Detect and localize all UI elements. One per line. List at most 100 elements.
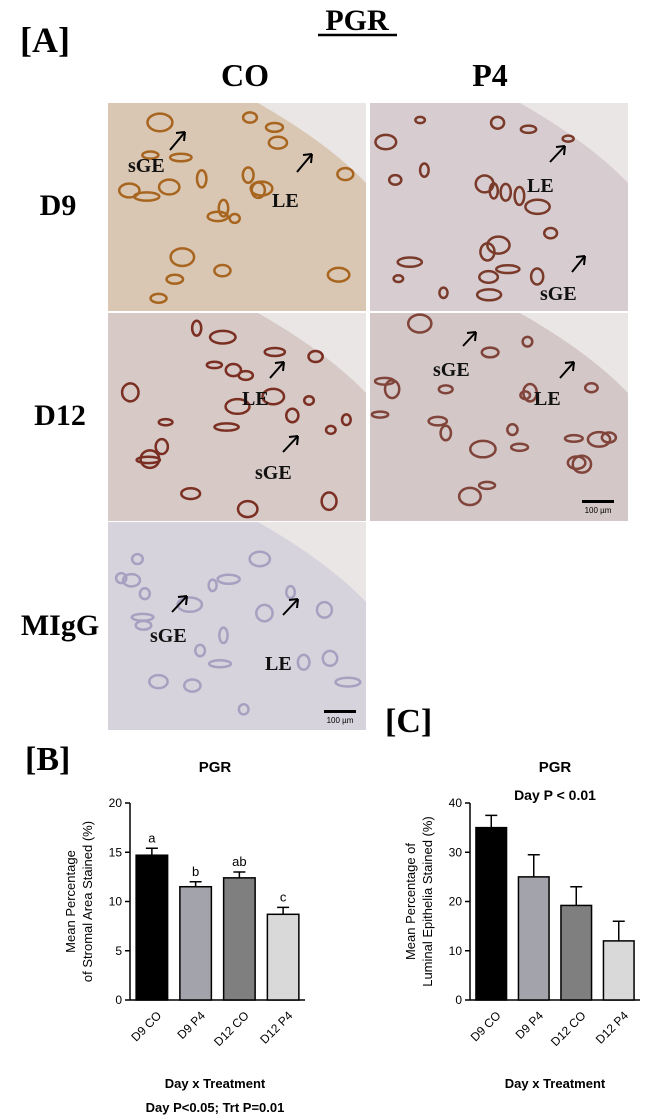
panel-label: [C]: [385, 703, 432, 740]
bar-annotation: c: [280, 889, 287, 904]
gland: [255, 603, 274, 623]
arrow: [462, 331, 477, 347]
gland: [157, 417, 174, 427]
gland: [213, 263, 232, 278]
gland: [267, 135, 289, 150]
bar: [602, 940, 635, 1001]
gland: [217, 198, 230, 218]
footnote: Day P<0.05; Trt P=0.01: [146, 1100, 285, 1115]
gland: [296, 653, 311, 671]
gland: [224, 362, 243, 378]
gland: [457, 486, 482, 507]
lumen: [258, 522, 366, 602]
image-label: sGE: [128, 155, 165, 177]
x-tick-label: D12 CO: [548, 1008, 589, 1049]
arrow-head: [288, 598, 299, 609]
column-label: CO: [221, 57, 269, 93]
x-tick-label: D12 P4: [257, 1008, 295, 1046]
image-label: LE: [242, 388, 269, 410]
gland: [370, 410, 390, 419]
arrow: [269, 361, 285, 379]
gland: [195, 169, 208, 189]
gland: [241, 111, 259, 124]
gland: [336, 166, 355, 182]
bar-annotation: ab: [232, 854, 246, 869]
gland: [302, 394, 316, 406]
scale-bar: [324, 710, 356, 713]
gland: [241, 166, 255, 185]
arrow-head: [288, 435, 299, 446]
chart-title: PGR: [539, 759, 572, 776]
y-tick-label: 5: [115, 944, 122, 958]
arrow: [171, 595, 188, 613]
gland: [285, 584, 297, 600]
gland: [213, 422, 240, 432]
x-tick-label: D12 P4: [593, 1008, 631, 1046]
gland: [320, 491, 338, 512]
gland: [237, 369, 255, 382]
y-tick-label: 40: [449, 796, 463, 810]
scale-label: 100 µm: [585, 506, 612, 515]
bar-annotation: b: [192, 864, 199, 879]
gland: [206, 210, 230, 223]
gland: [263, 346, 287, 358]
gland: [207, 578, 218, 593]
arrow-head: [555, 145, 566, 156]
micrographs: [108, 103, 628, 730]
y-tick-label: 30: [449, 845, 463, 859]
error-bar: [485, 814, 498, 828]
gland: [524, 198, 551, 216]
gland: [165, 273, 185, 285]
gland: [236, 499, 259, 519]
arrow: [559, 361, 575, 379]
gland: [237, 702, 250, 716]
gland: [139, 449, 161, 470]
lumen: [520, 103, 628, 183]
gland: [561, 134, 575, 143]
arrow-head: [575, 255, 586, 266]
gland: [438, 286, 449, 300]
gland: [521, 335, 534, 348]
arrow-head: [564, 361, 575, 372]
arrow: [282, 435, 299, 453]
gland: [396, 256, 424, 268]
bar: [179, 885, 213, 1001]
image-label: LE: [527, 175, 554, 197]
image-label: sGE: [540, 283, 577, 305]
gland: [194, 643, 207, 658]
chart-title: PGR: [199, 759, 232, 776]
scale-bar: [582, 500, 614, 503]
gland: [499, 182, 513, 202]
gland: [261, 387, 286, 406]
gland: [478, 269, 500, 285]
y-axis-label: Mean Percentage of: [403, 843, 418, 960]
y-tick-label: 20: [449, 895, 463, 909]
gland: [284, 407, 300, 424]
gland: [519, 124, 538, 135]
row-label: D9: [40, 189, 77, 222]
gland: [141, 150, 160, 160]
chart-subtitle: Day P < 0.01: [514, 787, 596, 803]
column-label: P4: [472, 57, 508, 93]
y-tick-label: 10: [109, 895, 123, 909]
gland: [506, 423, 519, 437]
gland: [146, 112, 174, 133]
y-axis-label: of Stromal Area Stained (%): [80, 821, 95, 982]
arrow-head: [302, 153, 313, 164]
gland: [489, 115, 506, 130]
gland: [583, 382, 599, 394]
gland: [248, 550, 272, 568]
error-bar: [570, 885, 583, 906]
gland: [563, 433, 584, 444]
bar: [560, 904, 593, 1001]
row-label: MIgG: [21, 609, 99, 642]
gland: [157, 178, 181, 196]
error-bar: [277, 906, 290, 915]
error-bar: [527, 853, 540, 877]
y-tick-label: 0: [455, 993, 462, 1007]
x-axis-label: Day x Treatment: [505, 1076, 606, 1091]
row-label: D12: [34, 399, 86, 432]
arrow: [549, 145, 566, 163]
figure-title: PGR: [325, 4, 389, 37]
